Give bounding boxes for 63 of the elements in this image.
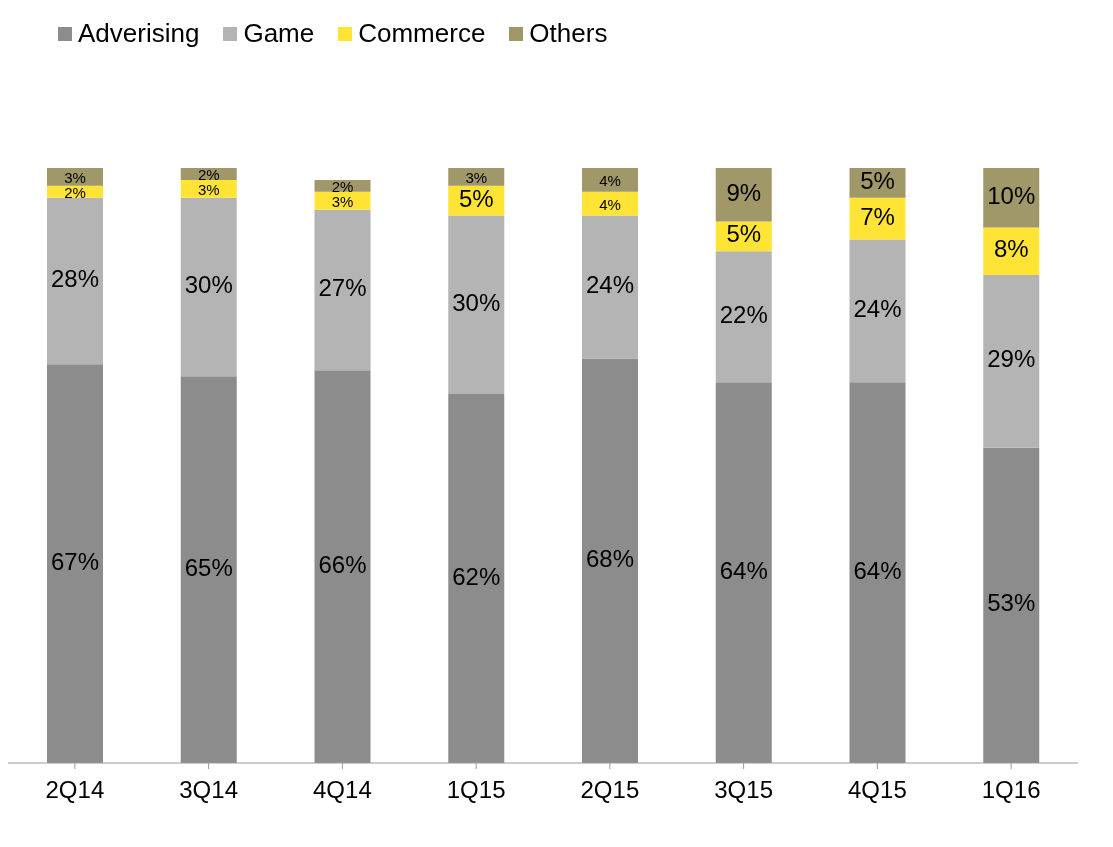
data-label: 2% <box>197 165 220 183</box>
data-label: 3% <box>465 168 488 186</box>
data-label: 24% <box>853 294 902 322</box>
x-tick-label: 4Q14 <box>313 776 372 804</box>
bar <box>849 382 906 763</box>
bar <box>448 215 505 395</box>
data-label: 8% <box>993 235 1029 263</box>
data-label: 3% <box>197 180 220 198</box>
bar <box>849 239 906 383</box>
x-tick-label: 3Q14 <box>179 776 238 804</box>
data-label: 4% <box>599 171 621 189</box>
bar <box>47 364 103 763</box>
data-label: 3% <box>64 168 86 186</box>
data-label: 65% <box>184 553 233 581</box>
bar <box>314 209 371 371</box>
data-label: 64% <box>719 556 768 584</box>
bar <box>983 275 1040 448</box>
bar <box>448 394 505 763</box>
data-label: 10% <box>987 181 1036 209</box>
data-label: 24% <box>585 271 635 298</box>
legend-label: Commerce <box>357 18 486 49</box>
data-label: 68% <box>585 544 635 572</box>
bar <box>582 358 638 763</box>
data-label: 22% <box>719 300 768 328</box>
data-label: 27% <box>318 273 367 301</box>
data-label: 30% <box>452 288 501 316</box>
data-label: 5% <box>726 220 762 248</box>
bar <box>582 168 638 192</box>
data-label: 2% <box>64 183 86 201</box>
bar <box>983 447 1040 763</box>
data-label: 53% <box>987 589 1036 617</box>
data-label: 4% <box>599 195 621 213</box>
data-label: 67% <box>50 547 100 575</box>
x-tick-label: 4Q15 <box>848 776 907 804</box>
data-label: 5% <box>458 184 494 212</box>
data-label: 29% <box>987 345 1036 373</box>
bar <box>180 376 237 763</box>
x-tick-label: 2Q15 <box>580 776 640 804</box>
data-label: 66% <box>318 550 367 578</box>
x-tick-label: 3Q15 <box>714 776 773 804</box>
data-label: 5% <box>860 166 895 194</box>
legend-label: Game <box>242 18 315 49</box>
data-label: 7% <box>860 202 895 230</box>
data-label: 3% <box>331 192 354 210</box>
bar <box>715 382 772 763</box>
data-label: 28% <box>50 265 100 293</box>
bar <box>582 215 638 359</box>
x-tick-label: 2Q14 <box>45 776 105 804</box>
legend-label: Others <box>528 18 608 49</box>
bar <box>314 370 371 763</box>
x-tick-label: 1Q15 <box>446 776 506 804</box>
bar <box>47 197 103 365</box>
data-label: 64% <box>853 556 902 584</box>
x-tick-label: 1Q16 <box>981 776 1041 804</box>
data-label: 30% <box>184 271 233 298</box>
data-label: 2% <box>331 177 354 195</box>
bar <box>715 168 772 222</box>
data-label: 9% <box>726 178 762 206</box>
bar <box>180 197 237 377</box>
data-label: 62% <box>452 562 501 590</box>
bar <box>582 191 638 216</box>
legend-label: Adverising <box>77 18 200 49</box>
bar <box>715 251 772 383</box>
